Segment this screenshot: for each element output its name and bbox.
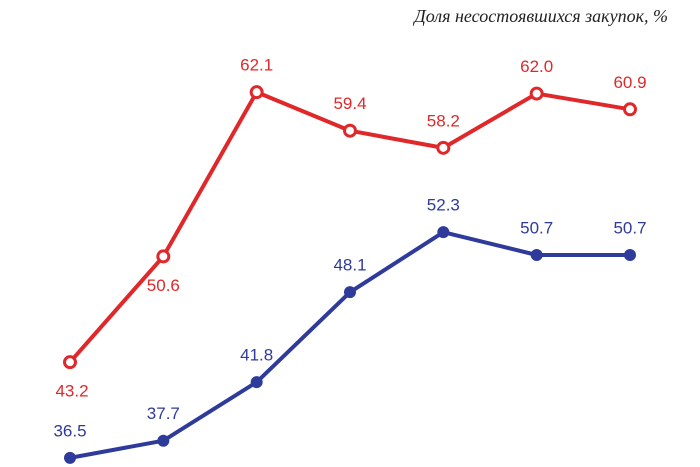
data-label: 37.7 [147, 404, 180, 423]
data-label: 58.2 [427, 111, 460, 130]
data-label: 59.4 [333, 94, 366, 113]
point [64, 451, 76, 464]
point [344, 286, 356, 299]
data-label: 62.0 [520, 57, 553, 76]
point [343, 123, 357, 138]
point [436, 140, 451, 155]
point [250, 376, 263, 389]
point [529, 86, 544, 101]
data-label: 36.5 [53, 421, 86, 440]
data-label: 43.2 [55, 382, 88, 401]
point [624, 249, 636, 261]
point [63, 355, 77, 370]
data-label: 62.1 [240, 56, 273, 75]
point [623, 102, 637, 117]
data-label: 52.3 [427, 196, 460, 215]
data-label: 50.6 [147, 276, 180, 295]
chart-title: Доля несостоявшихся закупок, % [412, 6, 668, 26]
data-label: 48.1 [333, 256, 366, 275]
data-label: 50.7 [520, 218, 553, 237]
data-label: 60.9 [613, 73, 646, 92]
point [249, 85, 264, 100]
data-label: 50.7 [613, 218, 646, 237]
point [530, 249, 543, 261]
point [437, 226, 450, 239]
data-label: 41.8 [240, 346, 273, 365]
point [156, 249, 171, 264]
point [157, 434, 170, 447]
